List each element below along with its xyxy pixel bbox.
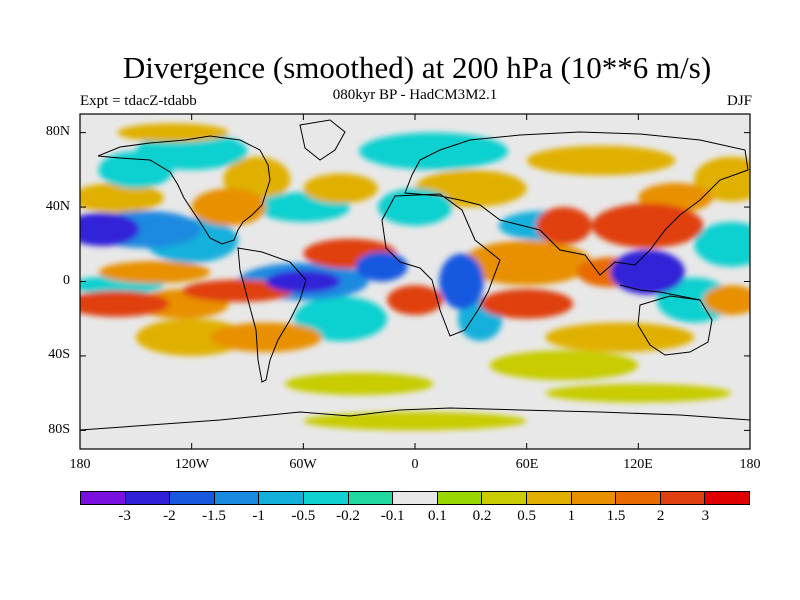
colorbar-cell-1 (125, 492, 171, 504)
colorbar-cell-2 (170, 492, 215, 504)
experiment-label: Expt = tdacZ-tdabb (80, 93, 197, 109)
lon-tick-120w: 120W (174, 457, 210, 472)
lon-tick-60e: 60E (515, 457, 539, 472)
colorbar (80, 491, 750, 505)
coastline-africa (381, 193, 501, 337)
field-blob-28 (461, 240, 592, 286)
divergence-field (80, 123, 750, 431)
field-blob-25 (98, 261, 211, 284)
lat-tick-80n: 80N (45, 124, 70, 139)
colorbar-label: -3 (118, 508, 131, 524)
lon-tick-120e: 120E (623, 457, 653, 472)
lat-tick-40n: 40N (45, 199, 70, 214)
map-title: Divergence (smoothed) at 200 hPa (10**6 … (122, 50, 712, 85)
colorbar-label: -2 (163, 508, 176, 524)
colorbar-cell-12 (616, 492, 661, 504)
colorbar-label: 3 (701, 508, 710, 524)
colorbar-label: -1.5 (202, 508, 226, 524)
colorbar-cell-13 (660, 492, 706, 504)
lat-tick-80s: 80S (48, 422, 70, 437)
field-blob-19 (377, 188, 453, 226)
field-blob-3 (303, 411, 527, 431)
colorbar-label: 2 (656, 508, 665, 524)
coastline-indonesia (619, 284, 701, 301)
coastline-australia (637, 295, 713, 356)
axis-ticks (79, 114, 751, 449)
field-blob-42 (535, 207, 592, 245)
field-blob-40 (387, 285, 443, 315)
field-blob-9 (294, 296, 388, 342)
colorbar-label: -0.2 (336, 508, 360, 524)
colorbar-cell-10 (526, 492, 572, 504)
colorbar-cell-4 (259, 492, 304, 504)
field-blob-39 (439, 253, 484, 310)
colorbar-cell-0 (81, 492, 126, 504)
field-blob-0 (489, 350, 639, 381)
colorbar-cell-3 (214, 492, 260, 504)
field-blob-4 (80, 182, 164, 213)
field-blob-2 (545, 383, 732, 403)
field-blob-36 (182, 279, 295, 302)
colorbar-label: -0.5 (291, 508, 316, 524)
colorbar-cell-7 (393, 492, 438, 504)
field-blob-12 (694, 221, 750, 267)
colorbar-label: -1 (252, 508, 265, 524)
field-blob-26 (210, 322, 322, 353)
colorbar-label: 0.1 (427, 508, 447, 524)
colorbar-label: -0.1 (380, 508, 405, 524)
colorbar-label: 1.5 (606, 508, 626, 524)
lon-tick-180e: 180 (739, 457, 761, 472)
colorbar-cell-9 (482, 492, 527, 504)
lat-tick-40s: 40S (48, 347, 70, 362)
coastline-antarctica (80, 407, 750, 431)
colorbar-cell-6 (348, 492, 394, 504)
colorbar-label: 0.2 (472, 508, 492, 524)
lon-tick-60w: 60W (289, 457, 317, 472)
coastline-eurasia (404, 131, 749, 276)
field-blob-35 (80, 290, 170, 317)
field-blob-16 (359, 132, 509, 170)
field-blob-31 (703, 285, 750, 315)
colorbar-cell-5 (303, 492, 349, 504)
coastlines (80, 119, 750, 431)
field-blob-45 (266, 270, 341, 293)
coastline-south-america (237, 247, 307, 383)
field-blob-1 (284, 372, 434, 396)
map-subtitle: 080kyr BP - HadCM3M2.1 (332, 87, 498, 103)
field-blob-17 (526, 145, 676, 176)
lon-tick-0: 0 (411, 457, 419, 472)
field-blob-7 (303, 173, 378, 204)
colorbar-label: 0.5 (517, 508, 537, 524)
colorbar-label: 1 (567, 508, 576, 524)
field-blob-46 (610, 249, 685, 295)
coastline-north-america (97, 135, 271, 245)
colorbar-cell-8 (437, 492, 483, 504)
field-blob-10 (135, 318, 248, 356)
field-blob-13 (545, 322, 695, 353)
field-blob-20 (98, 151, 174, 189)
field-blob-23 (191, 188, 267, 226)
field-blob-44 (80, 212, 140, 247)
field-blob-38 (355, 251, 408, 282)
field-blob-41 (480, 288, 574, 319)
colorbar-cell-11 (571, 492, 617, 504)
lon-tick-180w: 180 (69, 457, 91, 472)
season-label: DJF (726, 93, 752, 109)
lat-tick-equator: 0 (63, 273, 70, 288)
field-blob-11 (656, 277, 732, 323)
field-blob-15 (117, 123, 229, 142)
coastline-greenland (299, 119, 346, 161)
field-blob-43 (591, 203, 704, 249)
colorbar-cell-14 (705, 492, 749, 504)
